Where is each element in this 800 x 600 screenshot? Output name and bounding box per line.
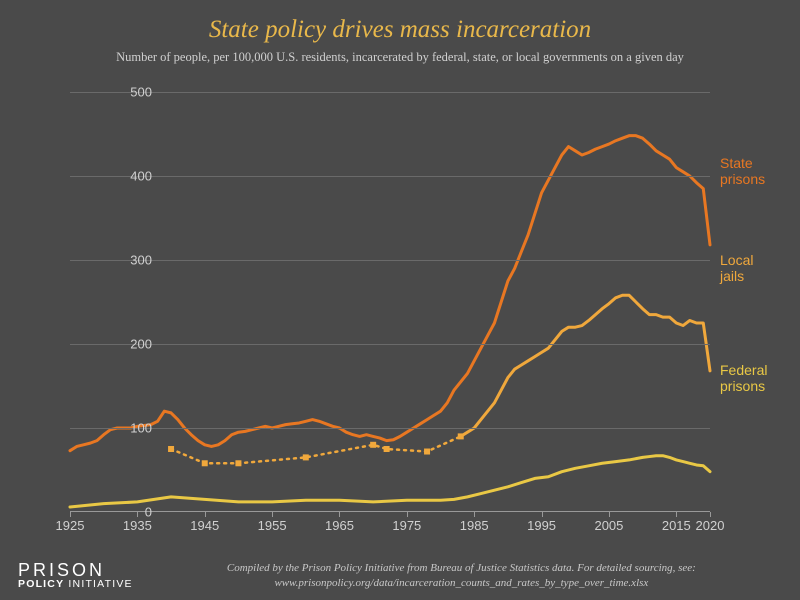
x-tick-label: 1975: [392, 518, 421, 533]
gridline: [70, 344, 710, 345]
logo-line2: POLICY INITIATIVE: [18, 580, 133, 590]
x-tick-label: 1945: [190, 518, 219, 533]
y-tick-label: 200: [130, 337, 152, 352]
series-marker: [168, 446, 174, 452]
series-line: [461, 295, 710, 436]
chart-title: State policy drives mass incarceration: [0, 0, 800, 44]
gridline: [70, 260, 710, 261]
y-tick-label: 300: [130, 253, 152, 268]
series-marker: [235, 460, 241, 466]
gridline: [70, 428, 710, 429]
series-line-dotted: [171, 436, 461, 463]
x-tick-label: 1985: [460, 518, 489, 533]
x-tick-label: 2015: [662, 518, 691, 533]
x-tick-label: 2020: [696, 518, 725, 533]
x-tick-label: 2005: [594, 518, 623, 533]
series-line: [70, 136, 710, 451]
series-marker: [384, 446, 390, 452]
x-tick: [137, 512, 138, 517]
x-tick-label: 1965: [325, 518, 354, 533]
x-tick-label: 1925: [56, 518, 85, 533]
series-line: [70, 456, 710, 507]
x-tick-label: 1935: [123, 518, 152, 533]
series-label: Stateprisons: [720, 155, 765, 187]
x-tick-label: 1955: [258, 518, 287, 533]
x-tick: [205, 512, 206, 517]
series-marker: [424, 449, 430, 455]
series-marker: [370, 442, 376, 448]
x-tick: [474, 512, 475, 517]
series-marker: [303, 454, 309, 460]
logo-line1: PRISON: [18, 562, 133, 579]
series-marker: [202, 460, 208, 466]
y-tick-label: 500: [130, 85, 152, 100]
source-caption: Compiled by the Prison Policy Initiative…: [133, 561, 800, 590]
chart-subtitle: Number of people, per 100,000 U.S. resid…: [0, 44, 800, 65]
series-label: Federalprisons: [720, 362, 767, 394]
x-tick: [272, 512, 273, 517]
x-tick: [542, 512, 543, 517]
x-tick: [609, 512, 610, 517]
gridline: [70, 176, 710, 177]
org-logo: PRISON POLICY INITIATIVE: [0, 562, 133, 590]
line-chart-svg: [70, 92, 710, 512]
x-tick: [70, 512, 71, 517]
series-label: Localjails: [720, 252, 753, 284]
x-tick: [339, 512, 340, 517]
footer: PRISON POLICY INITIATIVE Compiled by the…: [0, 561, 800, 590]
y-tick-label: 400: [130, 169, 152, 184]
x-tick-label: 1995: [527, 518, 556, 533]
chart-plot-area: [70, 92, 710, 512]
gridline: [70, 92, 710, 93]
x-tick: [407, 512, 408, 517]
x-tick: [710, 512, 711, 517]
y-tick-label: 100: [130, 421, 152, 436]
x-tick: [676, 512, 677, 517]
